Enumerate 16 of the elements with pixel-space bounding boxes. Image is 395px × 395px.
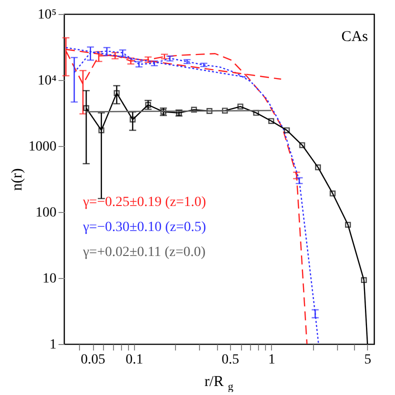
x-tick-label: 0.1: [126, 352, 144, 368]
y-tick-label: 100: [36, 206, 56, 220]
text: γ=+0.02±0.11 (z=0.0): [82, 245, 206, 260]
y-axis-title: n(r): [10, 168, 26, 191]
text: γ=−0.30±0.10 (z=0.5): [82, 220, 206, 235]
x-tick-label: 0.5: [222, 352, 240, 368]
y-tick-label: 10: [42, 272, 56, 286]
x-tick-label: 5: [364, 352, 372, 368]
y-tick-label: 10⁵: [38, 8, 57, 22]
x-tick-label: 1: [268, 352, 276, 368]
text: γ=−0.25±0.19 (z=1.0): [82, 195, 206, 210]
y-tick-label: 1: [50, 338, 56, 352]
annotation: CAs: [341, 29, 368, 45]
y-tick-label: 10⁴: [38, 74, 57, 88]
y-tick-label: 1000: [28, 140, 56, 154]
x-tick-label: 0.05: [80, 352, 106, 368]
